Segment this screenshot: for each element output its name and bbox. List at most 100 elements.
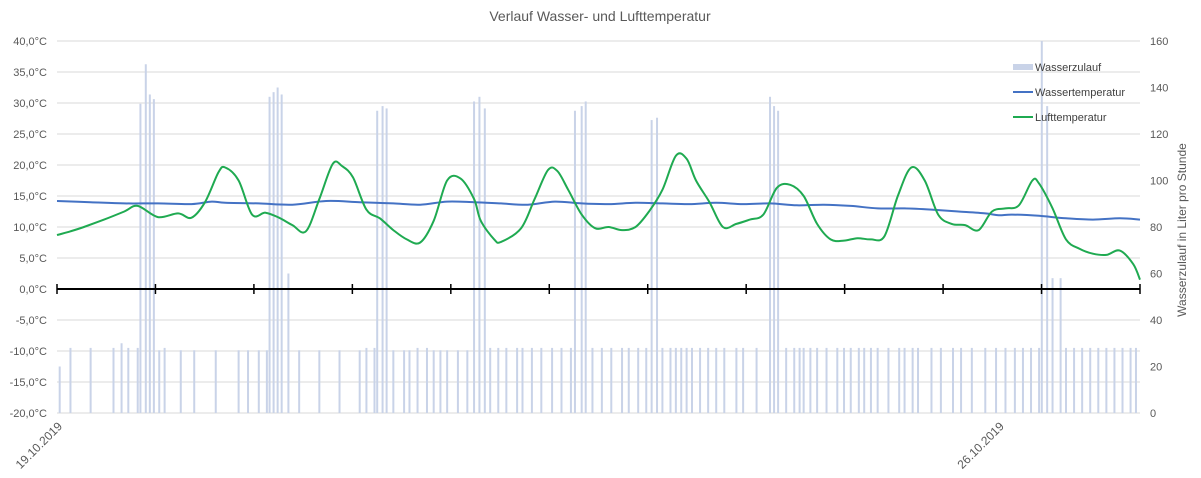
wasserzulauf-bar: [984, 347, 987, 413]
legend-label: Wassertemperatur: [1035, 87, 1125, 99]
right-tick-label: 40: [1150, 315, 1162, 327]
wasserzulauf-bar: [755, 347, 758, 413]
wasserzulauf-bar: [69, 347, 72, 413]
wasserzulauf-bar: [669, 347, 672, 413]
wasserzulauf-bar: [685, 347, 688, 413]
wasserzulauf-bar: [1021, 347, 1024, 413]
right-tick-label: 160: [1150, 36, 1168, 48]
wasserzulauf-bar: [1040, 41, 1043, 413]
wasserzulauf-bar: [656, 117, 659, 413]
wasserzulauf-bar: [127, 347, 130, 413]
wasserzulauf-bar: [272, 92, 275, 414]
left-tick-label: 10,0°C: [13, 222, 47, 234]
wasserzulauf-bar: [560, 347, 563, 413]
wasserzulauf-bar: [1004, 347, 1007, 413]
right-tick-label: 20: [1150, 362, 1162, 374]
wasserzulauf-bar: [58, 366, 61, 413]
wasserzulauf-bar: [489, 347, 492, 413]
wasserzulauf-bar: [376, 110, 379, 413]
wasserzulauf-bar: [530, 347, 533, 413]
left-tick-label: 25,0°C: [13, 129, 47, 141]
right-tick-label: 140: [1150, 83, 1168, 95]
wasserzulauf-bar: [1013, 347, 1016, 413]
wasserzulauf-bar: [466, 350, 469, 413]
wasserzulauf-bar: [898, 347, 901, 413]
left-tick-label: 15,0°C: [13, 191, 47, 203]
wasserzulauf-bar: [869, 347, 872, 413]
zero-axis: [56, 284, 1141, 294]
wasserzulauf-bar: [540, 347, 543, 413]
wasserzulauf-bar: [849, 347, 852, 413]
temperature-lines: [56, 152, 1141, 281]
right-tick-label: 100: [1150, 176, 1168, 188]
wasserzulauf-bar: [995, 347, 998, 413]
wasserzulauf-bar: [1105, 347, 1108, 413]
wasserzulauf-bar: [627, 347, 630, 413]
wasserzulauf-bar: [650, 120, 653, 414]
wasserzulauf-bar: [179, 350, 182, 413]
wasserzulauf-bar: [381, 106, 384, 413]
left-tick-label: -5,0°C: [16, 315, 47, 327]
wasserzulauf-bar: [600, 347, 603, 413]
wasserzulauf-bar: [1073, 347, 1076, 413]
wasserzulauf-bar: [403, 350, 406, 413]
wasserzulauf-bar: [473, 101, 476, 413]
wasserzulauf-bar: [505, 347, 508, 413]
wasserzulauf-bar: [911, 347, 914, 413]
wasserzulauf-bar: [951, 347, 954, 413]
wasserzulauf-bar: [1046, 106, 1049, 413]
right-tick-label: 60: [1150, 269, 1162, 281]
wasserzulauf-bar: [276, 87, 279, 413]
right-tick-label: 0: [1150, 408, 1156, 420]
wasserzulauf-bar: [939, 347, 942, 413]
wasserzulauf-bar: [1081, 347, 1084, 413]
wasserzulauf-bar: [148, 94, 151, 413]
wasserzulauf-bar: [637, 347, 640, 413]
legend-label: Lufttemperatur: [1035, 112, 1107, 124]
wasserzulauf-bar: [930, 347, 933, 413]
wasserzulauf-bar: [876, 347, 879, 413]
wasserzulauf-bar: [416, 347, 419, 413]
wasserzulauf-bar: [970, 347, 973, 413]
wasserzulauf-bar: [735, 347, 738, 413]
wasserzulauf-bar: [798, 347, 801, 413]
legend: Wasserzulauf Wassertemperatur Lufttemperat…: [1013, 62, 1125, 124]
left-tick-label: 40,0°C: [13, 36, 47, 48]
wasserzulauf-bar: [237, 350, 240, 413]
wasserzulauf-bar: [193, 350, 196, 413]
wasserzulauf-bar: [144, 64, 147, 413]
wasserzulauf-bar: [843, 347, 846, 413]
wasserzulauf-bar: [1030, 347, 1033, 413]
wasserzulauf-bar: [385, 108, 388, 414]
wasserzulauf-bar: [280, 94, 283, 413]
wasserzulauf-bar: [136, 347, 139, 413]
wasserzulauf-bar: [674, 347, 677, 413]
wasserzulauf-bar: [456, 350, 459, 413]
lufttemperatur-line: [56, 152, 1141, 281]
wasserzulauf-bar: [715, 347, 718, 413]
wasserzulauf-bar: [265, 350, 268, 413]
wasserzulauf-bar: [610, 347, 613, 413]
left-tick-label: -15,0°C: [10, 377, 47, 389]
wasserzulauf-bar: [298, 350, 301, 413]
wasserzulauf-bar: [887, 347, 890, 413]
wassertemperatur-line: [56, 199, 1141, 221]
right-axis-label: Wasserzulauf in Liter pro Stunde: [1175, 143, 1189, 317]
wasserzulauf-bar: [446, 350, 449, 413]
wasserzulauf-bar: [373, 347, 376, 413]
wasserzulauf-bar: [960, 347, 963, 413]
wasserzulauf-bar: [365, 347, 368, 413]
wasserzulauf-bar: [816, 347, 819, 413]
wasserzulauf-bar: [247, 350, 250, 413]
wasserzulauf-bar: [1121, 347, 1124, 413]
x-axis-labels: 19.10.2019 26.10.2019: [13, 419, 1007, 472]
wasserzulauf-bar: [1134, 347, 1137, 413]
wasserzulauf-bar: [1038, 347, 1041, 413]
wasserzulauf-bar: [903, 347, 906, 413]
wasserzulauf-bar: [551, 347, 554, 413]
wasserzulauf-bar: [836, 347, 839, 413]
wasserzulauf-bar: [723, 347, 726, 413]
wasserzulauf-bar: [257, 350, 260, 413]
wasserzulauf-bar: [439, 350, 442, 413]
